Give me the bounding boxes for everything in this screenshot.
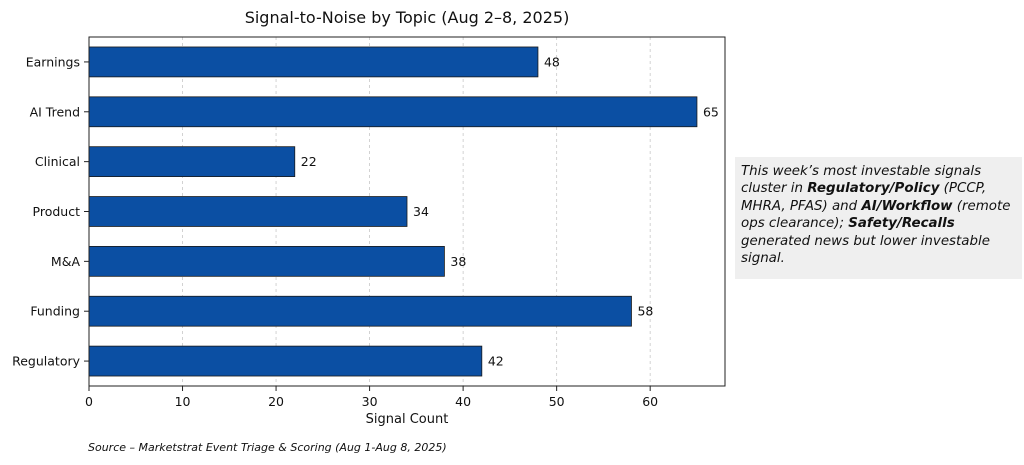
callout-highlight-ai: AI/Workflow bbox=[861, 198, 953, 214]
bar bbox=[88, 96, 698, 128]
callout-text-1: This week’s most investable signals clus… bbox=[741, 164, 982, 197]
data-label: 42 bbox=[488, 354, 504, 369]
bars: 48 65 22 34 38 58 42 bbox=[88, 46, 719, 377]
y-tick-label: Clinical bbox=[35, 154, 80, 169]
insight-callout: This week’s most investable signals clus… bbox=[735, 157, 1022, 279]
bar bbox=[88, 245, 445, 277]
source-note: Source – Marketstrat Event Triage & Scor… bbox=[88, 441, 447, 454]
y-tick-label: Regulatory bbox=[12, 354, 80, 369]
x-tick-label: 40 bbox=[455, 394, 471, 409]
axes: 0 10 20 30 40 50 60 Earnings AI Trend Clinical Pro… bbox=[12, 54, 658, 409]
x-tick-label: 60 bbox=[642, 394, 658, 409]
bar bbox=[88, 196, 408, 227]
y-tick-label: Product bbox=[33, 204, 81, 219]
x-axis-label: Signal Count bbox=[366, 412, 449, 427]
data-label: 58 bbox=[637, 304, 653, 319]
bar bbox=[88, 295, 632, 327]
callout-highlight-regulatory: Regulatory/Policy bbox=[807, 181, 940, 197]
callout-text-2: (PCCP, MHRA, PFAS) and bbox=[741, 181, 987, 214]
y-tick-label: AI Trend bbox=[30, 104, 80, 119]
x-tick-label: 20 bbox=[268, 394, 284, 409]
data-label: 38 bbox=[450, 254, 466, 269]
x-tick-label: 50 bbox=[549, 394, 565, 409]
callout-text-4: generated news but lower investable sign… bbox=[741, 233, 990, 267]
x-tick-label: 0 bbox=[85, 394, 93, 409]
y-tick-label: M&A bbox=[51, 254, 81, 269]
data-label: 22 bbox=[301, 154, 317, 169]
bar bbox=[88, 146, 296, 178]
data-label: 34 bbox=[413, 204, 429, 219]
chart-title: Signal-to-Noise by Topic (Aug 2–8, 2025) bbox=[245, 8, 570, 27]
y-tick-label: Funding bbox=[30, 304, 80, 319]
x-tick-label: 10 bbox=[175, 394, 191, 409]
data-label: 48 bbox=[544, 54, 560, 69]
y-tick-label: Earnings bbox=[26, 54, 80, 69]
x-tick-label: 30 bbox=[362, 394, 378, 409]
callout-highlight-safety: Safety/Recalls bbox=[848, 216, 955, 232]
data-label: 65 bbox=[703, 104, 719, 119]
bar bbox=[88, 345, 483, 377]
callout-text-3: (remote ops clearance); bbox=[741, 198, 1011, 232]
bar bbox=[88, 46, 539, 78]
